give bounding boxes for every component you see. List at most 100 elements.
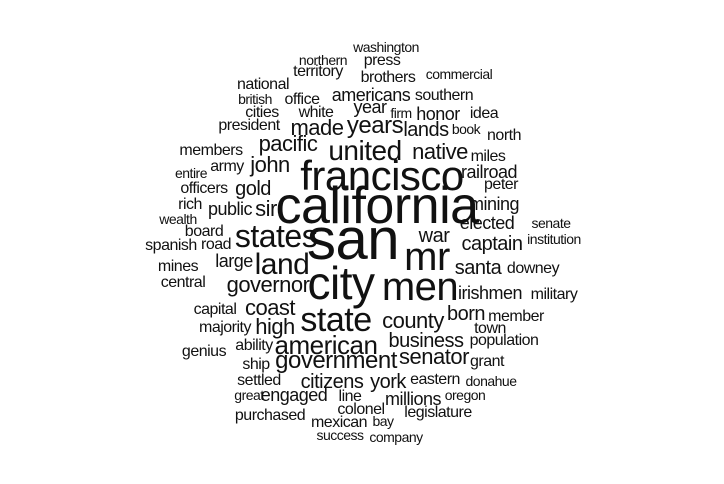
word-mining: mining xyxy=(468,194,520,214)
word-office: office xyxy=(284,91,320,108)
word-americans: americans xyxy=(331,85,411,105)
word-born: born xyxy=(446,303,486,325)
word-north: north xyxy=(487,127,521,144)
word-native: native xyxy=(412,139,468,164)
word-lands: lands xyxy=(403,119,449,141)
word-great: great xyxy=(234,387,264,403)
word-francisco: francisco xyxy=(300,152,464,199)
word-press: press xyxy=(363,52,401,69)
word-coast: coast xyxy=(244,295,296,320)
word-states: states xyxy=(234,218,318,254)
word-institution: institution xyxy=(527,231,581,247)
word-book: book xyxy=(451,121,481,137)
word-president: president xyxy=(218,117,280,134)
word-public: public xyxy=(207,199,253,219)
word-legislature: legislature xyxy=(404,404,472,421)
word-state: state xyxy=(300,301,372,339)
word-member: member xyxy=(488,308,544,325)
word-capital: capital xyxy=(193,301,237,318)
word-honor: honor xyxy=(416,104,460,124)
word-citizens: citizens xyxy=(300,371,364,393)
word-city: city xyxy=(307,257,376,309)
word-population: population xyxy=(469,332,539,349)
word-members: members xyxy=(179,142,243,159)
word-town: town xyxy=(474,320,506,337)
word-men: men xyxy=(381,265,459,309)
word-large: large xyxy=(215,251,253,271)
word-millions: millions xyxy=(384,389,442,409)
word-john: john xyxy=(250,152,290,177)
word-white: white xyxy=(298,104,334,121)
word-captain: captain xyxy=(461,233,524,255)
word-bay: bay xyxy=(372,413,394,429)
word-business: business xyxy=(388,330,464,352)
word-mines: mines xyxy=(157,258,199,275)
word-cities: cities xyxy=(245,104,279,121)
word-grant: grant xyxy=(470,353,504,370)
word-land: land xyxy=(254,248,310,281)
word-military: military xyxy=(530,286,578,303)
word-san: san xyxy=(306,207,400,272)
word-company: company xyxy=(369,429,423,445)
word-gold: gold xyxy=(235,178,271,200)
word-washington: washington xyxy=(353,39,419,55)
word-elected: elected xyxy=(459,213,515,233)
word-territory: territory xyxy=(293,63,343,80)
word-eastern: eastern xyxy=(410,371,460,388)
word-american: american xyxy=(274,330,378,360)
word-purchased: purchased xyxy=(234,407,306,424)
word-sir: sir xyxy=(255,196,277,221)
word-santa: santa xyxy=(454,257,502,279)
word-high: high xyxy=(255,314,295,339)
word-california: california xyxy=(275,177,479,235)
word-success: success xyxy=(316,427,364,443)
word-settled: settled xyxy=(237,372,281,389)
word-years: years xyxy=(346,112,404,139)
word-peter: peter xyxy=(484,176,518,193)
word-irishmen: irishmen xyxy=(457,283,523,303)
word-governor: governor xyxy=(226,272,310,297)
word-oregon: oregon xyxy=(444,387,486,403)
word-firm: firm xyxy=(390,105,412,121)
word-entire: entire xyxy=(174,165,208,181)
word-mexican: mexican xyxy=(310,414,368,431)
word-northern: northern xyxy=(298,52,348,68)
word-british: british xyxy=(238,91,272,107)
word-mr: mr xyxy=(404,235,450,279)
word-engaged: engaged xyxy=(260,385,328,405)
word-central: central xyxy=(160,274,206,291)
word-senate: senate xyxy=(531,215,571,231)
word-railroad: railroad xyxy=(460,162,518,182)
word-united: united xyxy=(328,135,402,166)
word-ship: ship xyxy=(242,356,270,373)
word-york: york xyxy=(370,371,406,393)
word-war: war xyxy=(418,225,450,247)
word-brothers: brothers xyxy=(360,69,416,86)
word-donahue: donahue xyxy=(465,373,517,389)
word-county: county xyxy=(382,308,444,333)
word-pacific: pacific xyxy=(258,131,318,156)
word-genius: genius xyxy=(181,343,227,360)
word-officers: officers xyxy=(180,180,228,197)
word-army: army xyxy=(210,158,244,175)
word-southern: southern xyxy=(414,87,474,104)
word-miles: miles xyxy=(470,148,506,165)
word-line: line xyxy=(338,388,362,405)
word-national: national xyxy=(236,76,290,93)
word-government: government xyxy=(275,347,397,374)
word-made: made xyxy=(290,115,344,140)
word-downey: downey xyxy=(506,260,560,277)
word-wealth: wealth xyxy=(159,211,197,227)
word-spanish: spanish xyxy=(145,237,197,254)
word-ability: ability xyxy=(235,337,273,354)
word-year: year xyxy=(353,97,387,117)
word-board: board xyxy=(184,223,224,240)
word-majority: majority xyxy=(198,319,252,336)
word-commercial: commercial xyxy=(425,66,493,82)
word-rich: rich xyxy=(178,196,202,213)
word-senator: senator xyxy=(399,344,469,369)
word-road: road xyxy=(200,236,232,253)
word-idea: idea xyxy=(469,105,499,122)
word-colonel: colonel xyxy=(337,401,385,418)
